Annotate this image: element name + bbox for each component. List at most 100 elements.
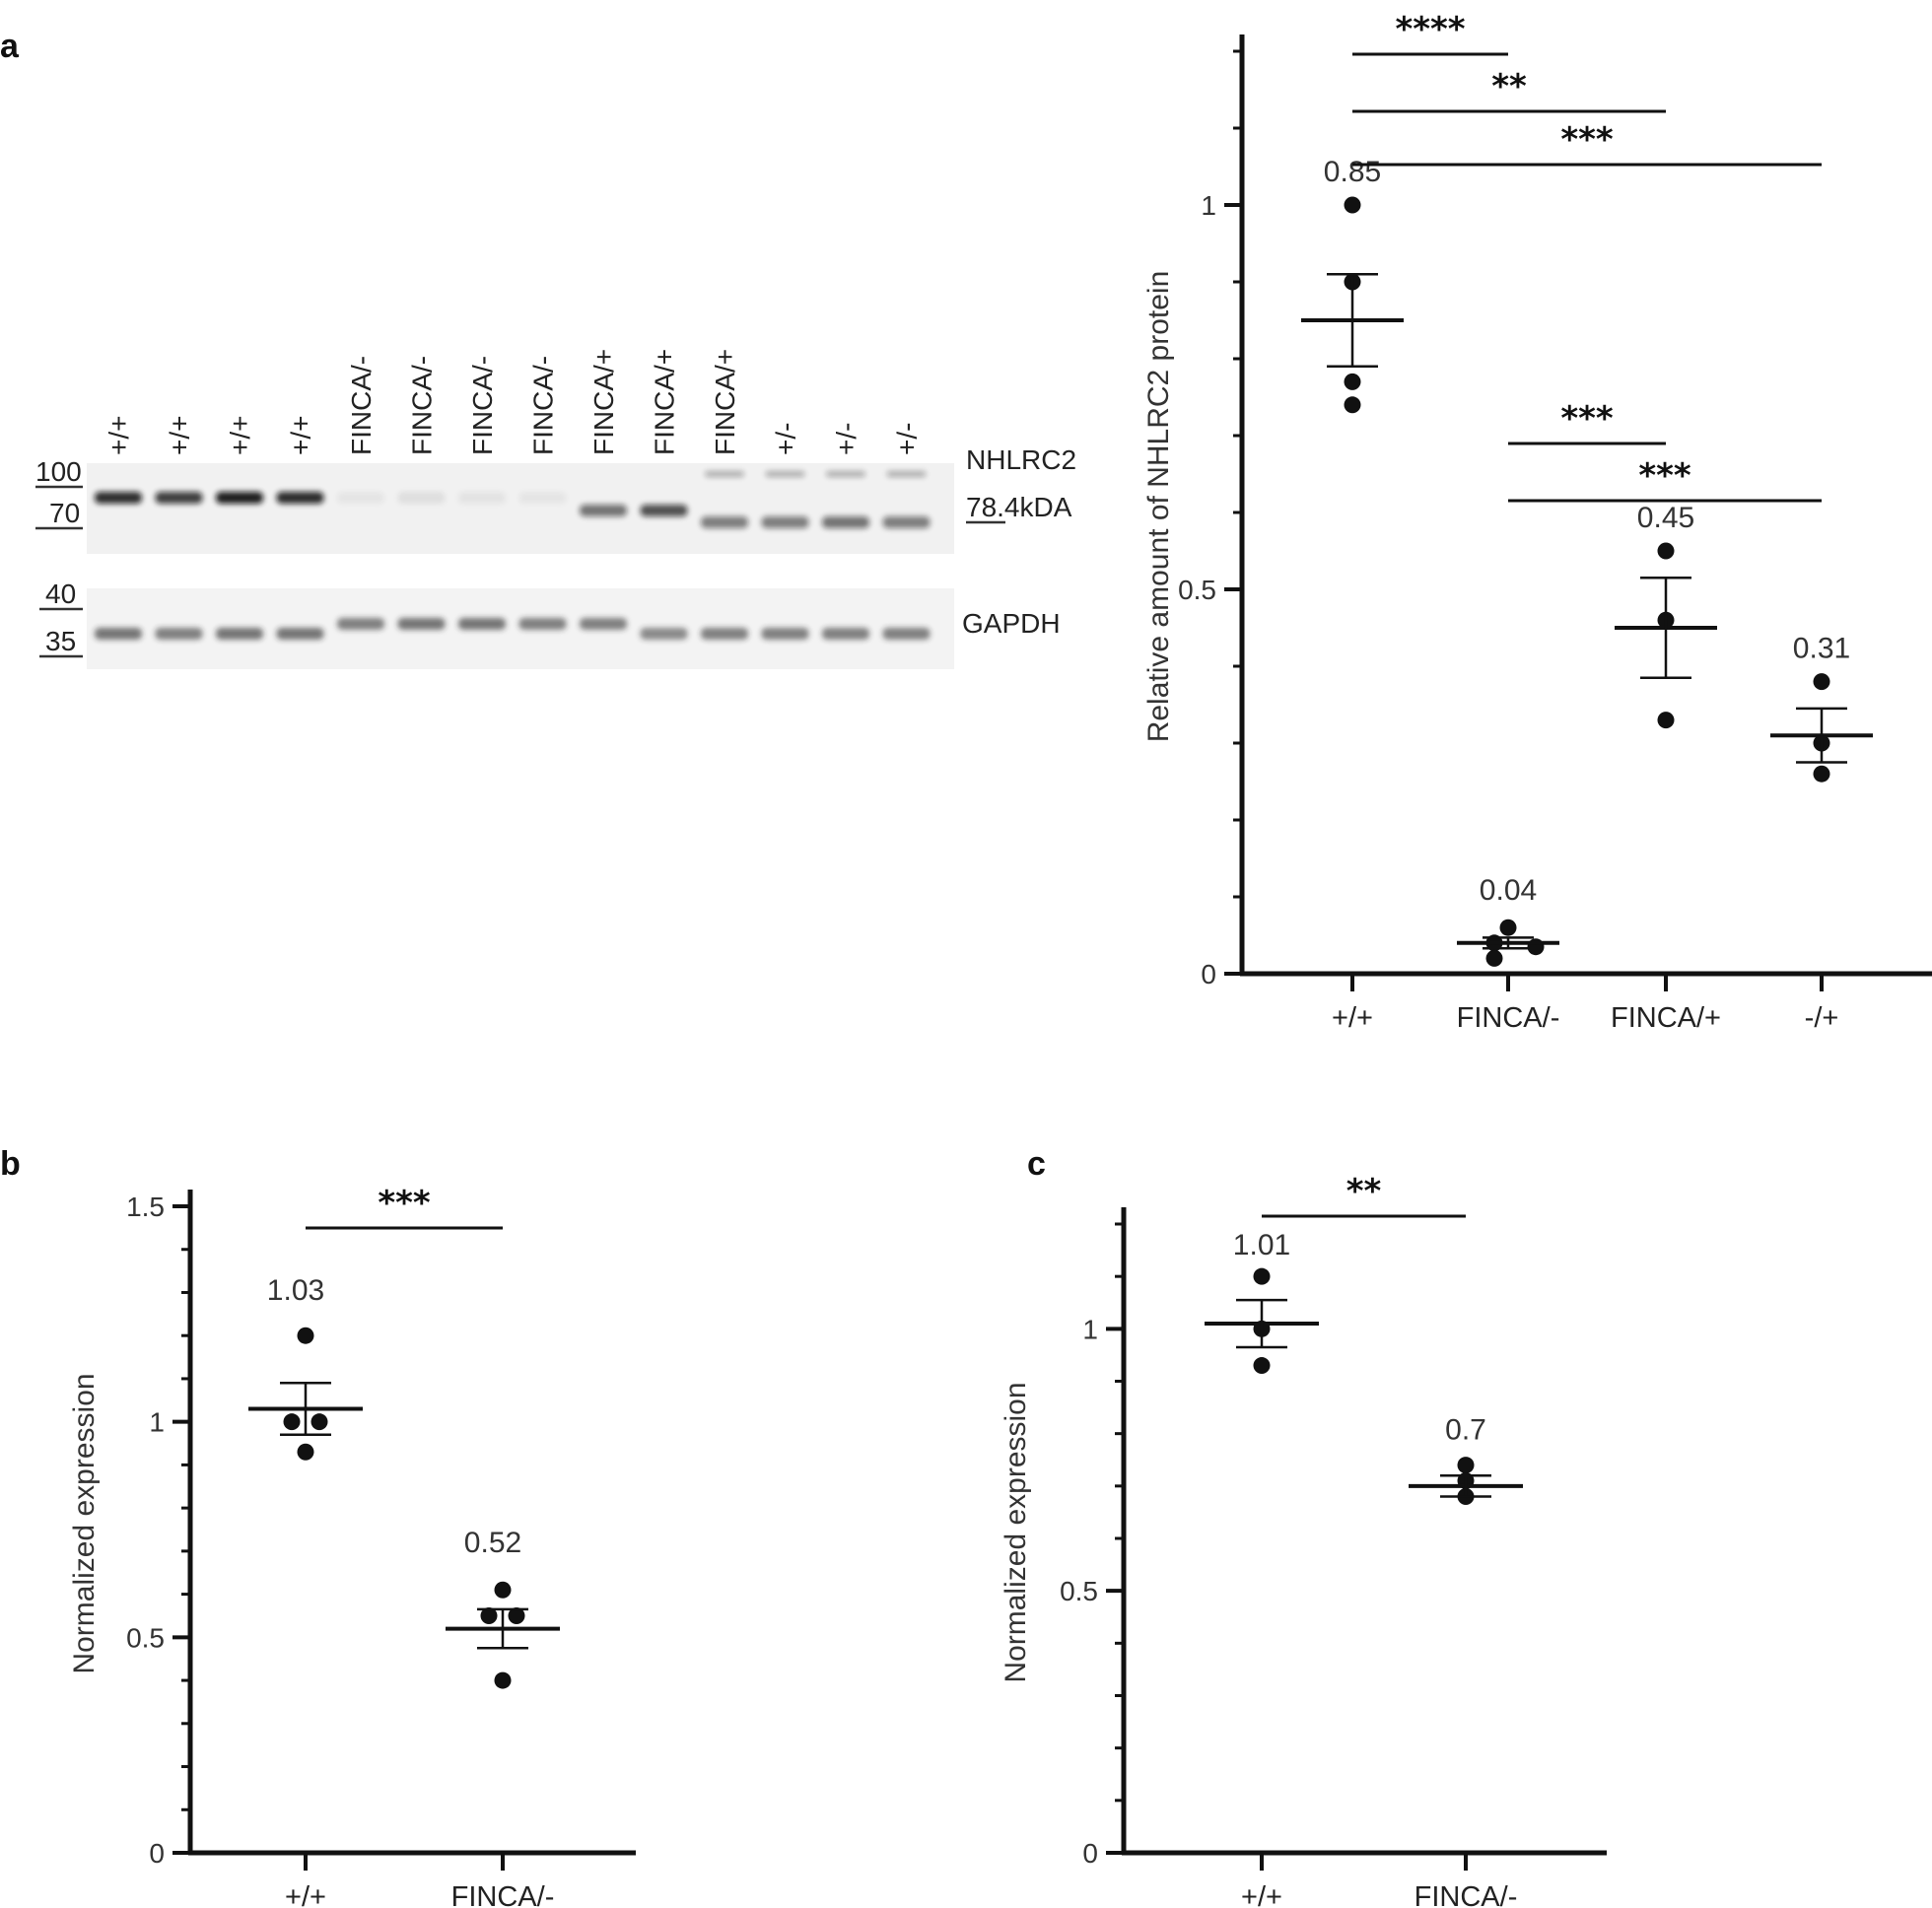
lane-label: FINCA/- <box>467 356 498 455</box>
x-category-label: FINCA/- <box>1414 1881 1518 1908</box>
gapdh-band <box>95 628 142 640</box>
lane-label: +/- <box>831 423 862 455</box>
y-tick-label: 0 <box>149 1838 165 1869</box>
gapdh-band <box>640 628 688 640</box>
panel-letter-c: c <box>1027 1145 1046 1183</box>
data-point <box>1253 1267 1271 1285</box>
nhlrc2-band <box>882 516 931 528</box>
gapdh-band <box>701 628 748 640</box>
lane-label: +/+ <box>165 416 195 455</box>
chart-c: 0 0.5 1 Normalized expression +/+ FINCA/- 1.01… <box>1000 1172 1607 1908</box>
gapdh-band <box>276 628 324 640</box>
significance-label: *** <box>1638 456 1691 496</box>
x-category-label: FINCA/- <box>1457 1002 1560 1034</box>
data-point <box>283 1413 301 1431</box>
gapdh-band <box>458 618 506 630</box>
mean-value-label: 0.52 <box>464 1527 521 1559</box>
lane-label: FINCA/+ <box>650 349 680 455</box>
lane-label: FINCA/+ <box>710 349 740 455</box>
data-point <box>297 1443 314 1461</box>
significance-label: *** <box>1560 399 1614 439</box>
data-point <box>1657 542 1675 560</box>
nhlrc2-band <box>155 492 203 504</box>
nhlrc2-band <box>95 492 142 504</box>
data-point <box>297 1327 314 1344</box>
y-tick-label: 1 <box>1082 1314 1098 1344</box>
chart-b: 0 0.5 1 1.5 Normalized expression +/+ FINCA/- 1… <box>68 1184 636 1908</box>
mean-value-label: 0.04 <box>1480 874 1537 907</box>
marker-100: 100 <box>35 456 82 487</box>
lane-label: +/+ <box>225 416 255 455</box>
upper-band <box>826 471 865 477</box>
nhlrc2-band <box>640 505 688 516</box>
data-point <box>1253 1357 1271 1375</box>
data-point <box>1499 919 1517 936</box>
gapdh-band <box>882 628 931 640</box>
nhlrc2-band <box>458 492 506 504</box>
panel-letter-a: a <box>0 28 20 65</box>
y-axis-label: Relative amount of NHLRC2 protein <box>1142 271 1175 743</box>
lane-label: +/+ <box>286 416 316 455</box>
y-axis-label: Normalized expression <box>1000 1382 1032 1682</box>
loading-control-label: GAPDH <box>962 608 1061 639</box>
x-category-label: +/+ <box>1241 1881 1282 1908</box>
data-point <box>1485 949 1503 967</box>
data-point <box>1657 712 1675 729</box>
data-point <box>1813 765 1830 783</box>
marker-35: 35 <box>45 626 76 656</box>
gapdh-band <box>580 618 627 630</box>
nhlrc2-band <box>761 516 809 528</box>
marker-70: 70 <box>49 498 80 528</box>
data-point <box>1457 1457 1475 1474</box>
y-tick-label: 0.5 <box>126 1622 165 1653</box>
nhlrc2-band <box>397 492 446 504</box>
upper-band <box>765 471 805 477</box>
nhlrc2-band <box>518 492 567 504</box>
lane-label: +/- <box>892 423 923 455</box>
gapdh-band <box>216 628 263 640</box>
panel-letter-b: b <box>0 1145 21 1183</box>
data-point <box>508 1606 525 1624</box>
significance-label: *** <box>1560 120 1614 160</box>
nhlrc2-band <box>822 516 869 528</box>
significance-label: **** <box>1395 10 1465 49</box>
x-category-label: FINCA/+ <box>1611 1002 1721 1034</box>
y-tick-label: 0.5 <box>1060 1576 1098 1606</box>
significance-label: *** <box>378 1184 431 1223</box>
protein-label: NHLRC2 <box>966 444 1076 475</box>
significance-label: ** <box>1346 1172 1382 1211</box>
gapdh-band <box>337 618 384 630</box>
data-point <box>494 1581 512 1599</box>
x-category-label: +/+ <box>1332 1002 1373 1034</box>
western-blot: +/+ +/+ +/+ +/+ FINCA/- FINCA/- FINCA/- FINCA/-… <box>35 349 1076 669</box>
data-point <box>1344 396 1361 414</box>
gapdh-band <box>822 628 869 640</box>
x-category-label: FINCA/- <box>451 1881 555 1908</box>
upper-band <box>705 471 744 477</box>
gapdh-band <box>155 628 203 640</box>
lane-label: FINCA/- <box>346 356 377 455</box>
x-category-label: +/+ <box>285 1881 326 1908</box>
lane-label: FINCA/- <box>407 356 438 455</box>
lane-label: +/- <box>771 423 801 455</box>
data-point <box>480 1606 498 1624</box>
chart-a: 0 0.5 1 Relative amount of NHLRC2 protein +/… <box>1142 10 1932 1034</box>
data-point <box>1344 373 1361 390</box>
y-tick-label: 1.5 <box>126 1192 165 1222</box>
blot-membrane-nhlrc2 <box>87 463 954 554</box>
y-tick-label: 0 <box>1201 959 1216 989</box>
mean-value-label: 0.45 <box>1637 502 1694 534</box>
gapdh-band <box>761 628 809 640</box>
y-tick-label: 0 <box>1082 1838 1098 1869</box>
y-tick-label: 0.5 <box>1178 575 1216 605</box>
mean-value-label: 0.31 <box>1793 633 1850 665</box>
mean-value-label: 1.03 <box>267 1274 324 1307</box>
lane-label: FINCA/- <box>528 356 559 455</box>
upper-band <box>886 471 927 477</box>
significance-label: ** <box>1491 67 1527 106</box>
mean-value-label: 1.01 <box>1233 1229 1290 1261</box>
y-axis-label: Normalized expression <box>68 1373 101 1673</box>
lane-label: FINCA/+ <box>588 349 619 455</box>
y-tick-label: 1 <box>149 1407 165 1438</box>
